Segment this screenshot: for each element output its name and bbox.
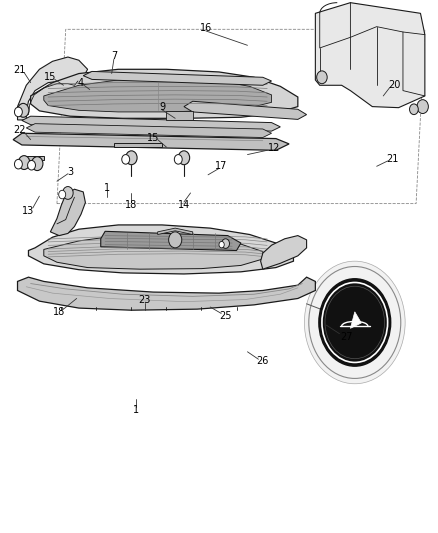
Polygon shape [31,69,298,118]
Circle shape [304,261,405,384]
Text: 20: 20 [388,80,400,90]
Text: 21: 21 [14,66,26,75]
Circle shape [14,107,22,117]
Polygon shape [28,225,293,274]
Text: 15: 15 [44,72,57,82]
Polygon shape [350,312,361,328]
Text: 1: 1 [133,406,139,415]
Text: 26: 26 [257,357,269,366]
Circle shape [122,155,130,164]
Polygon shape [13,133,289,150]
Circle shape [18,156,30,169]
Circle shape [169,232,182,248]
Text: 4: 4 [78,78,84,87]
Polygon shape [166,111,193,120]
Circle shape [178,151,190,165]
Circle shape [319,279,391,366]
Text: 17: 17 [215,161,227,171]
Circle shape [59,190,66,199]
Polygon shape [114,143,162,147]
Polygon shape [44,235,263,269]
Text: 18: 18 [53,307,65,317]
Text: 25: 25 [219,311,232,320]
Text: 13: 13 [22,206,35,215]
Circle shape [174,155,182,164]
Circle shape [317,71,327,84]
Text: 3: 3 [67,167,73,176]
Circle shape [219,241,224,248]
Text: 16: 16 [200,23,212,33]
Polygon shape [26,156,44,160]
Text: 18: 18 [125,200,138,210]
Circle shape [417,100,428,114]
Text: 12: 12 [268,143,280,153]
Text: 23: 23 [138,295,151,304]
Polygon shape [184,101,307,119]
Text: 1: 1 [104,183,110,192]
Text: 15: 15 [147,133,159,142]
Circle shape [32,157,43,171]
Polygon shape [315,3,425,108]
Text: 9: 9 [159,102,165,111]
Circle shape [63,187,73,199]
Circle shape [126,151,137,165]
Polygon shape [18,277,315,310]
Polygon shape [50,189,85,236]
Text: 7: 7 [111,51,117,61]
Text: 27: 27 [340,332,352,342]
Polygon shape [83,71,272,85]
Text: 14: 14 [178,200,190,210]
Circle shape [14,159,22,169]
Circle shape [18,103,29,117]
Circle shape [28,160,35,170]
Polygon shape [261,236,307,269]
Text: 21: 21 [386,154,398,164]
Circle shape [410,104,418,115]
Polygon shape [44,79,272,112]
Text: 22: 22 [14,125,26,135]
Polygon shape [158,228,193,235]
Polygon shape [101,231,241,251]
Circle shape [222,239,230,248]
Polygon shape [26,124,272,138]
Polygon shape [22,116,280,131]
Polygon shape [18,57,88,120]
